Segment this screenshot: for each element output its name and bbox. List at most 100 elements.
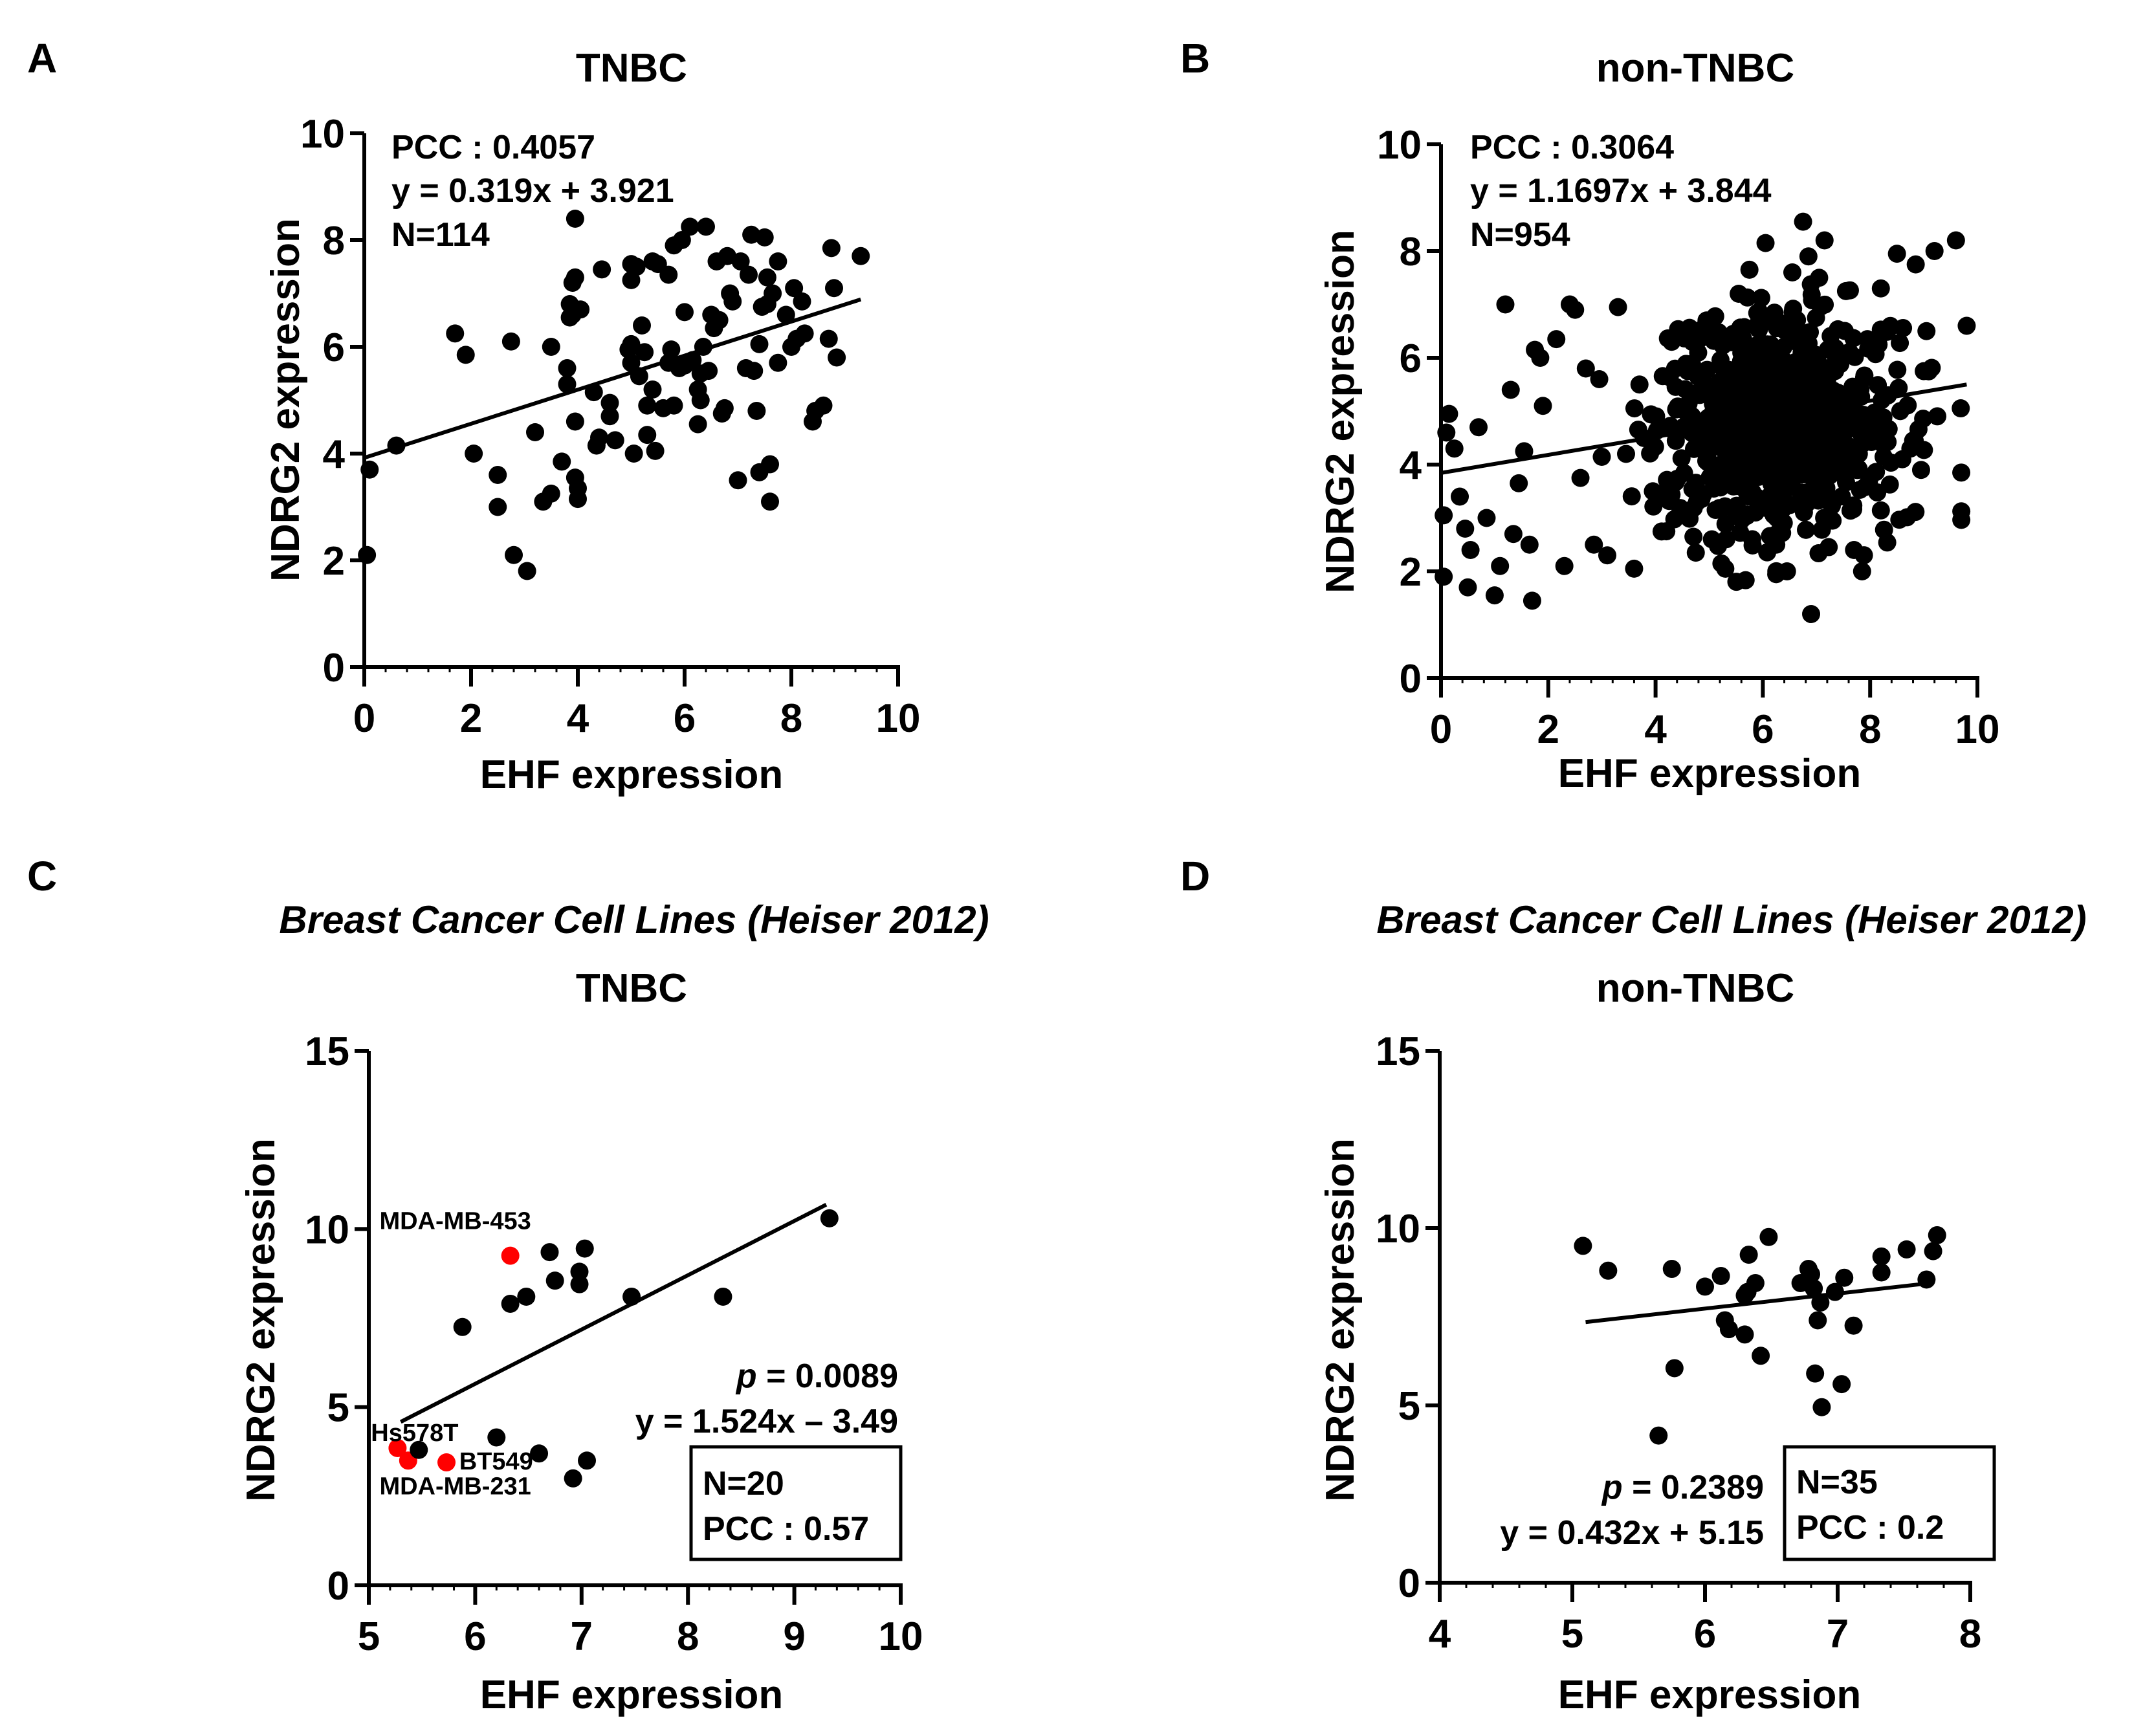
- data-point: [1812, 1398, 1831, 1416]
- stats-box: [689, 1445, 903, 1561]
- data-point: [575, 1239, 594, 1258]
- pcc-annotation: PCC : 0.57: [703, 1510, 869, 1548]
- data-point: [1642, 405, 1660, 424]
- data-point: [1677, 397, 1696, 416]
- equation-annotation: y = 0.432x + 5.15: [1500, 1514, 1764, 1552]
- data-point: [1496, 295, 1515, 314]
- data-point: [633, 316, 651, 335]
- data-point: [1832, 1375, 1851, 1394]
- data-point: [1767, 535, 1786, 554]
- data-point: [638, 426, 657, 445]
- data-point: [1781, 318, 1800, 337]
- data-point: [769, 252, 787, 270]
- y-tick-label: 10: [1377, 123, 1422, 168]
- data-point: [1915, 362, 1933, 380]
- data-point: [638, 396, 657, 415]
- data-point: [619, 340, 638, 359]
- data-point: [1501, 380, 1520, 399]
- data-point: [828, 348, 846, 367]
- chart-subtitle: Breast Cancer Cell Lines (Heiser 2012): [1376, 898, 2086, 941]
- n-annotation: N=20: [703, 1465, 784, 1502]
- data-point: [1811, 297, 1830, 316]
- data-point: [624, 445, 643, 463]
- data-point: [1719, 1320, 1738, 1339]
- data-point: [729, 471, 747, 490]
- y-axis-label: NDRG2 expression: [263, 218, 308, 582]
- panel-b-scatter: non-TNBC NDRG2 expression EHF expression…: [1318, 46, 1999, 796]
- data-point: [635, 343, 654, 362]
- data-point: [553, 452, 571, 471]
- data-point: [1774, 500, 1792, 518]
- regression-line: [399, 1203, 828, 1424]
- data-point: [1590, 370, 1609, 388]
- data-point: [1853, 562, 1871, 580]
- y-tick-label: 0: [1398, 1561, 1420, 1606]
- equation-annotation: y = 0.319x + 3.921: [391, 172, 674, 210]
- data-point: [643, 380, 662, 399]
- data-point: [1510, 474, 1528, 492]
- x-tick-label: 4: [1644, 707, 1667, 752]
- y-axis-label: NDRG2 expression: [1318, 1138, 1363, 1502]
- data-point: [1791, 437, 1810, 456]
- data-point: [764, 284, 782, 303]
- data-point: [691, 391, 710, 410]
- chart-title: non-TNBC: [1596, 46, 1794, 91]
- data-point: [1881, 316, 1900, 335]
- data-point: [1817, 479, 1836, 498]
- data-point: [785, 279, 804, 298]
- p-label: p: [1601, 1469, 1623, 1506]
- data-point: [1872, 1247, 1891, 1266]
- data-point: [1520, 535, 1539, 554]
- y-tick-label: 0: [1400, 657, 1422, 701]
- regression-line: [1585, 1281, 1931, 1325]
- data-point: [1716, 514, 1735, 533]
- data-point: [1440, 404, 1458, 423]
- data-point: [1738, 1282, 1757, 1301]
- x-tick-label: 10: [1955, 707, 2000, 752]
- data-point: [1617, 445, 1636, 463]
- data-point: [1925, 242, 1944, 260]
- data-point: [1515, 442, 1534, 461]
- data-point: [1952, 399, 1970, 418]
- data-point: [1724, 324, 1743, 343]
- data-point: [1534, 397, 1552, 415]
- data-point: [1737, 398, 1755, 417]
- data-point: [688, 415, 707, 434]
- y-axis-label: NDRG2 expression: [1318, 230, 1363, 593]
- data-point: [819, 329, 838, 348]
- data-point: [518, 562, 536, 580]
- cell-line-label: Hs578T: [371, 1420, 458, 1447]
- data-point: [1678, 362, 1697, 380]
- chart-title: TNBC: [576, 46, 687, 91]
- data-point: [564, 1469, 582, 1488]
- data-point: [1784, 300, 1803, 318]
- data-point: [1720, 360, 1739, 379]
- data-point: [1437, 423, 1456, 442]
- data-point: [1684, 499, 1703, 518]
- data-point: [1711, 404, 1730, 423]
- data-point: [1451, 487, 1469, 506]
- chart-title: non-TNBC: [1596, 966, 1794, 1011]
- data-point: [1901, 439, 1920, 458]
- data-point: [1771, 479, 1790, 498]
- data-point: [1765, 303, 1784, 322]
- data-point: [740, 265, 758, 284]
- data-point: [465, 445, 483, 463]
- data-point: [1914, 410, 1933, 428]
- data-point: [1491, 556, 1510, 575]
- x-tick-label: 5: [1561, 1612, 1583, 1656]
- x-axis-label: EHF expression: [480, 1673, 784, 1717]
- data-point: [1809, 1311, 1827, 1330]
- data-point: [1576, 359, 1595, 378]
- data-point: [1924, 1242, 1942, 1260]
- data-point: [1790, 418, 1809, 437]
- data-point: [1504, 525, 1523, 544]
- data-point: [1845, 541, 1864, 559]
- y-tick-label: 8: [323, 219, 345, 263]
- data-point: [1697, 452, 1715, 470]
- y-tick-label: 2: [1400, 550, 1422, 595]
- x-tick-label: 6: [674, 696, 696, 741]
- data-point: [1836, 281, 1855, 300]
- data-point: [1702, 382, 1721, 401]
- data-point: [1849, 459, 1868, 478]
